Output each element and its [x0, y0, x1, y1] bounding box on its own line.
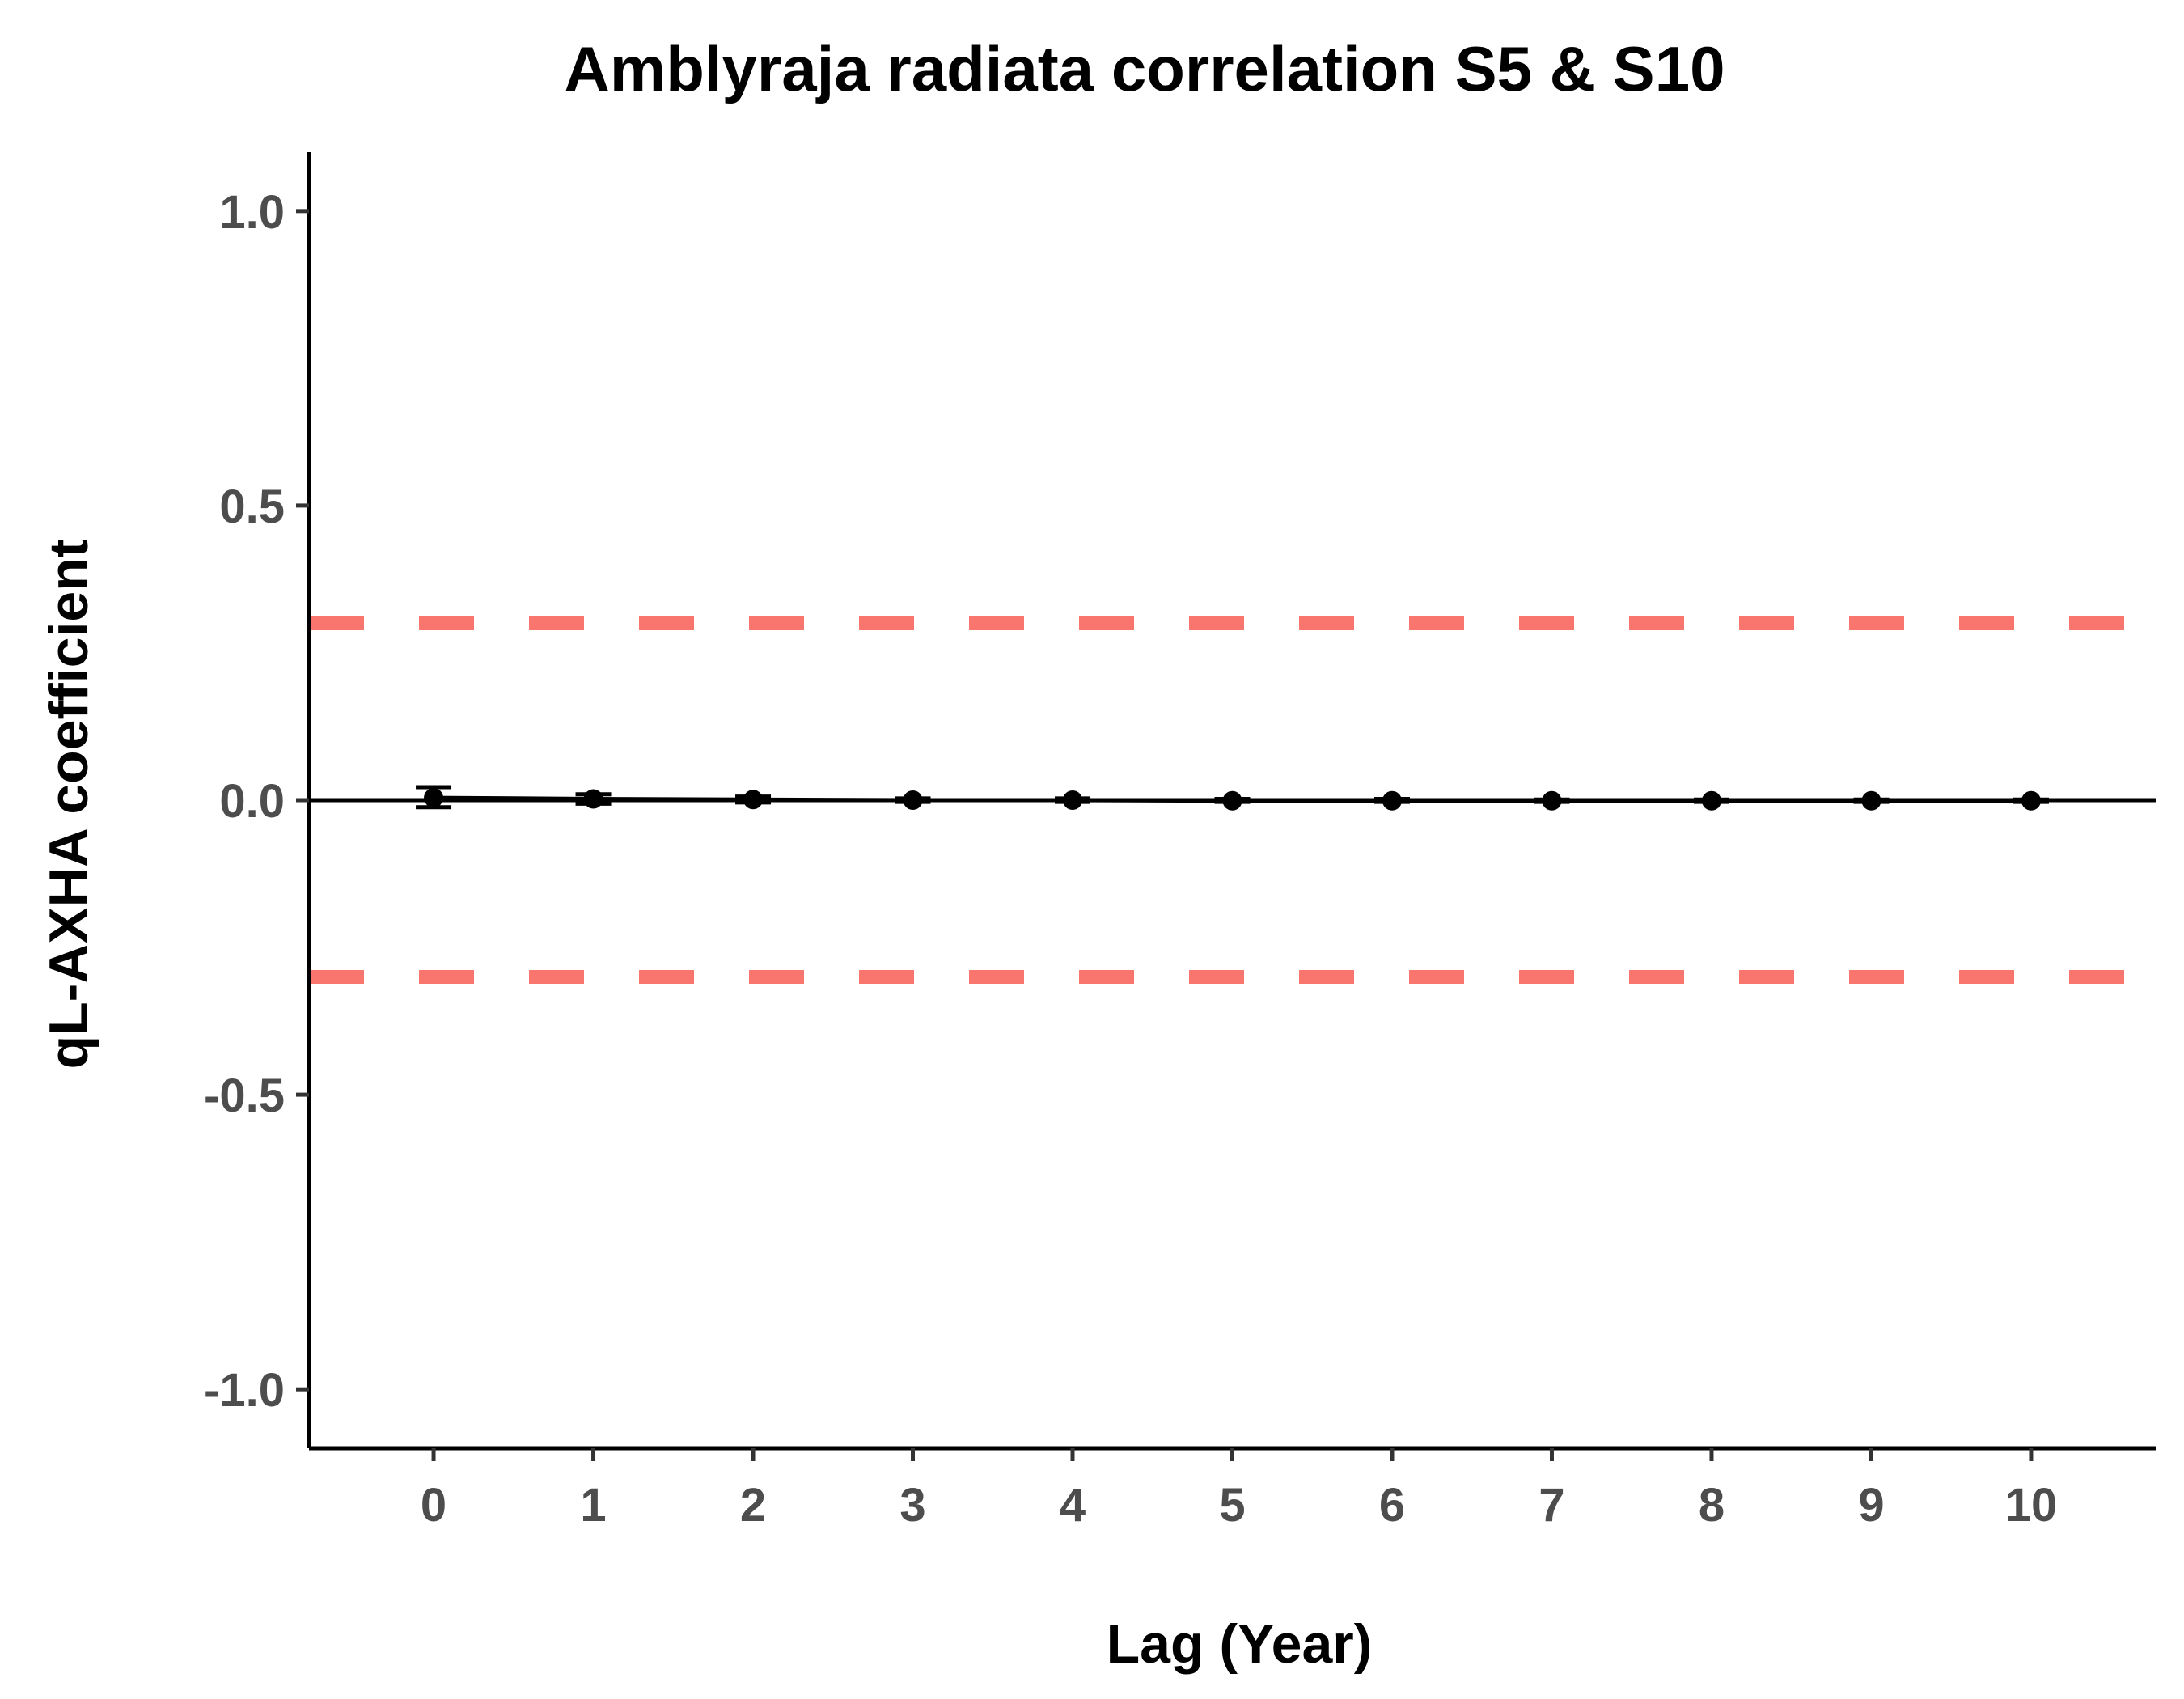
y-ticks: -1.0 -0.5 0.0 0.5 1.0: [204, 186, 309, 1417]
x-tick-label-6: 6: [1379, 1479, 1405, 1532]
data-point-3: [903, 790, 923, 810]
y-axis-title: qL-AXHA coefficient: [38, 540, 99, 1070]
x-tick-label-4: 4: [1060, 1479, 1086, 1532]
x-tick-label-10: 10: [2005, 1479, 2058, 1532]
x-tick-label-5: 5: [1219, 1479, 1245, 1532]
data-point-4: [1063, 790, 1083, 810]
series-layer: [416, 785, 2049, 811]
y-tick-label-3: 0.5: [219, 481, 285, 533]
data-point-2: [743, 790, 764, 810]
x-tick-label-1: 1: [580, 1479, 606, 1532]
x-tick-label-3: 3: [899, 1479, 925, 1532]
data-point-9: [1861, 790, 1881, 811]
data-point-0: [424, 788, 444, 808]
x-tick-label-2: 2: [740, 1479, 766, 1532]
x-tick-label-7: 7: [1539, 1479, 1564, 1532]
y-tick-label-2: 0.0: [219, 775, 285, 828]
data-point-1: [583, 789, 603, 809]
data-point-8: [1701, 790, 1721, 811]
data-point-10: [2021, 790, 2041, 811]
y-tick-label-1: -0.5: [204, 1070, 285, 1122]
data-point-6: [1382, 790, 1402, 811]
y-tick-label-0: -1.0: [204, 1364, 285, 1417]
x-tick-label-0: 0: [421, 1479, 447, 1532]
data-point-7: [1542, 790, 1562, 811]
x-axis-title: Lag (Year): [1107, 1613, 1373, 1675]
x-tick-label-8: 8: [1699, 1479, 1725, 1532]
y-tick-label-4: 1.0: [219, 186, 285, 239]
chart-title: Amblyraja radiata correlation S5 & S10: [565, 33, 1725, 104]
data-point-5: [1222, 790, 1242, 811]
x-tick-label-9: 9: [1858, 1479, 1884, 1532]
reference-lines: [309, 616, 2156, 984]
x-ticks: 0 1 2 3 4 5 6 7 8 9 10: [421, 1448, 2057, 1532]
